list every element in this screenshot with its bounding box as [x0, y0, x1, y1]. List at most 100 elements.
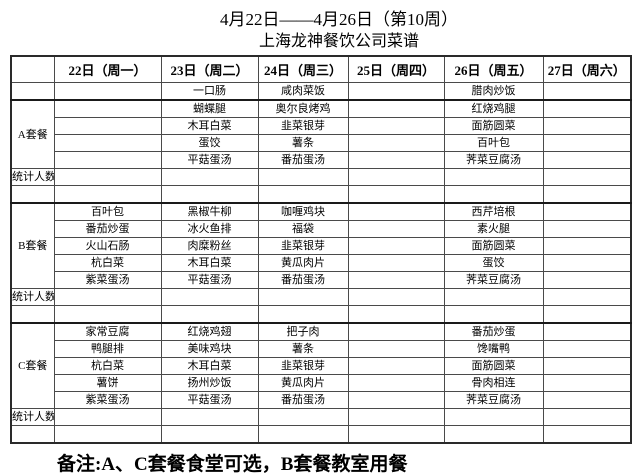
table-row: 统计人数: [10, 408, 632, 426]
menu-cell: [347, 151, 445, 169]
menu-cell: 素火腿: [443, 220, 544, 238]
menu-cell: 番茄蛋汤: [257, 391, 349, 409]
menu-cell: [347, 322, 445, 341]
menu-cell: 面筋圆菜: [443, 237, 544, 255]
menu-cell: [347, 408, 445, 426]
table-row: 统计人数: [10, 288, 632, 306]
menu-cell: [542, 237, 632, 255]
empty-label-cell: [10, 185, 55, 204]
menu-cell: [542, 374, 632, 392]
menu-cell: 杭白菜: [53, 254, 162, 272]
table-row: 蛋饺 薯条 百叶包: [11, 134, 632, 152]
row-label: A套餐: [10, 99, 55, 169]
page-subtitle: 上海龙神餐饮公司菜谱: [258, 33, 419, 50]
menu-cell: [443, 408, 544, 426]
table-row: 鸭腿排 美味鸡块 薯条 馋嘴鸭: [11, 340, 632, 358]
menu-cell: 韭菜银芽: [257, 237, 349, 255]
menu-cell: [542, 134, 632, 152]
menu-cell: 福袋: [257, 220, 349, 238]
menu-cell: [257, 425, 349, 444]
header-cell-wednesday: 24日（周三）: [257, 55, 349, 83]
menu-cell: [542, 202, 632, 221]
table-row: 杭白菜 木耳白菜 黄瓜肉片 蛋饺: [11, 254, 632, 272]
menu-cell: [443, 425, 544, 444]
menu-cell: 黄瓜肉片: [257, 254, 349, 272]
menu-cell: 木耳白菜: [160, 254, 259, 272]
menu-cell: [347, 288, 445, 306]
empty-label-cell: [10, 425, 55, 444]
menu-cell: [257, 408, 349, 426]
header-cell-friday: 26日（周五）: [443, 55, 544, 83]
menu-cell: 百叶包: [443, 134, 544, 152]
menu-cell: [542, 220, 632, 238]
menu-cell: [347, 391, 445, 409]
menu-cell: 面筋圆菜: [443, 117, 544, 135]
menu-cell: 把子肉: [257, 322, 349, 341]
menu-cell: 西芹培根: [443, 202, 544, 221]
table-row: 紫菜蛋汤 平菇蛋汤 番茄蛋汤 荠菜豆腐汤: [11, 391, 632, 409]
menu-cell: 韭菜银芽: [257, 357, 349, 375]
menu-cell: 薯条: [257, 340, 349, 358]
table-row: 紫菜蛋汤 平菇蛋汤 番茄蛋汤 荠菜豆腐汤: [11, 271, 632, 289]
menu-cell: [347, 82, 445, 101]
menu-cell: [53, 99, 162, 118]
menu-cell: [542, 82, 632, 101]
menu-cell: 木耳白菜: [160, 117, 259, 135]
menu-cell: 腊肉炒饭: [443, 82, 544, 101]
menu-cell: [160, 168, 259, 186]
footnote: 备注:A、C套餐食堂可选，B套餐教室用餐: [57, 454, 408, 475]
menu-cell: [542, 254, 632, 272]
menu-cell: [443, 288, 544, 306]
menu-cell: [53, 305, 162, 324]
menu-cell: [53, 82, 162, 101]
menu-cell: [347, 134, 445, 152]
empty-label-cell: [10, 82, 55, 101]
menu-cell: [542, 288, 632, 306]
menu-cell: 馋嘴鸭: [443, 340, 544, 358]
menu-cell: [347, 185, 445, 204]
menu-cell: [257, 168, 349, 186]
menu-cell: 红烧鸡腿: [443, 99, 544, 118]
menu-cell: [542, 99, 632, 118]
menu-cell: 木耳白菜: [160, 357, 259, 375]
menu-cell: [160, 185, 259, 204]
menu-cell: 一口肠: [160, 82, 259, 101]
menu-cell: 番茄炒蛋: [53, 220, 162, 238]
menu-cell: [347, 254, 445, 272]
table-row: 木耳白菜 韭菜银芽 面筋圆菜: [11, 117, 632, 135]
table-row: 统计人数: [10, 168, 632, 186]
row-label: 统计人数: [10, 288, 55, 306]
menu-cell: 蛋饺: [443, 254, 544, 272]
menu-cell: 奥尔良烤鸡: [257, 99, 349, 118]
header-cell-tuesday: 23日（周二）: [160, 55, 259, 83]
table-row: 火山石肠 肉糜粉丝 韭菜银芽 面筋圆菜: [11, 237, 632, 255]
menu-cell: [542, 271, 632, 289]
menu-cell: 咖喱鸡块: [257, 202, 349, 221]
header-cell-saturday: 27日（周六）: [542, 55, 632, 83]
menu-cell: 百叶包: [53, 202, 162, 221]
header-cell-monday: 22日（周一）: [53, 55, 162, 83]
menu-cell: [347, 340, 445, 358]
table-row: [10, 185, 632, 204]
page-title: 4月22日——4月26日（第10周）: [220, 10, 458, 29]
menu-cell: 鸭腿排: [53, 340, 162, 358]
menu-cell: [347, 220, 445, 238]
menu-cell: [443, 305, 544, 324]
title-block: 4月22日——4月26日（第10周） 上海龙神餐饮公司菜谱: [0, 0, 640, 52]
menu-cell: [347, 117, 445, 135]
menu-cell: [53, 168, 162, 186]
menu-cell: [347, 374, 445, 392]
menu-cell: [53, 134, 162, 152]
table-row: C套餐 家常豆腐 红烧鸡翅 把子肉 番茄炒蛋: [10, 322, 632, 409]
menu-cell: [160, 288, 259, 306]
menu-cell: [53, 288, 162, 306]
menu-cell: 紫菜蛋汤: [53, 391, 162, 409]
menu-cell: 薯饼: [53, 374, 162, 392]
menu-cell: 番茄蛋汤: [257, 151, 349, 169]
menu-table-body: 一口肠 咸肉菜饭 腊肉炒饭 A套餐 蝴蝶腿 奥尔良烤鸡 红烧鸡腿 木耳白菜 韭菜银芽 面筋圆菜 蛋饺…: [10, 82, 632, 444]
menu-cell: 荠菜豆腐汤: [443, 391, 544, 409]
table-row: B套餐 百叶包 黑椒牛柳 咖喱鸡块 西芹培根: [10, 202, 632, 289]
menu-cell: [347, 202, 445, 221]
menu-cell: [347, 237, 445, 255]
row-label: C套餐: [10, 322, 55, 409]
